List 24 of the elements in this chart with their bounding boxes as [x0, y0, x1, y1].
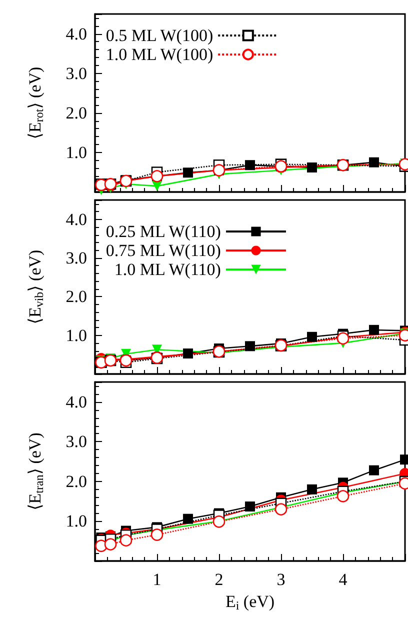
y-tick-label: 2.0: [66, 103, 87, 122]
legend-label: 0.75 ML W(110): [106, 241, 221, 260]
y-axis-title: ⟨Etran⟩ (eV): [26, 432, 46, 510]
y-tick-label: 2.0: [66, 287, 87, 306]
x-tick-label: 2: [214, 570, 224, 589]
y-axis-title: ⟨Evib⟩ (eV): [26, 250, 46, 324]
y-tick-label: 4.0: [66, 24, 87, 44]
y-tick-label: 1.0: [66, 512, 87, 531]
y-tick-label: 3.0: [66, 64, 87, 83]
legend-label: 1.0 ML W(100): [106, 45, 214, 64]
y-tick-label: 4.0: [66, 392, 87, 412]
y-tick-label: 1.0: [66, 326, 87, 345]
y-tick-label: 4.0: [66, 210, 87, 229]
legend-label: 0.5 ML W(100): [106, 26, 214, 45]
x-tick-label: 1: [152, 570, 162, 589]
y-tick-label: 3.0: [66, 432, 87, 452]
y-axis-title: ⟨Erot⟩ (eV): [26, 66, 46, 140]
x-tick-label: 4: [338, 570, 348, 589]
y-tick-label: 2.0: [66, 472, 87, 491]
x-tick-label: 3: [276, 570, 286, 589]
legend-label: 0.25 ML W(110): [106, 222, 221, 241]
legend-label: 1.0 ML W(110): [114, 260, 221, 279]
y-tick-label: 3.0: [66, 248, 87, 268]
y-tick-label: 1.0: [66, 142, 87, 162]
